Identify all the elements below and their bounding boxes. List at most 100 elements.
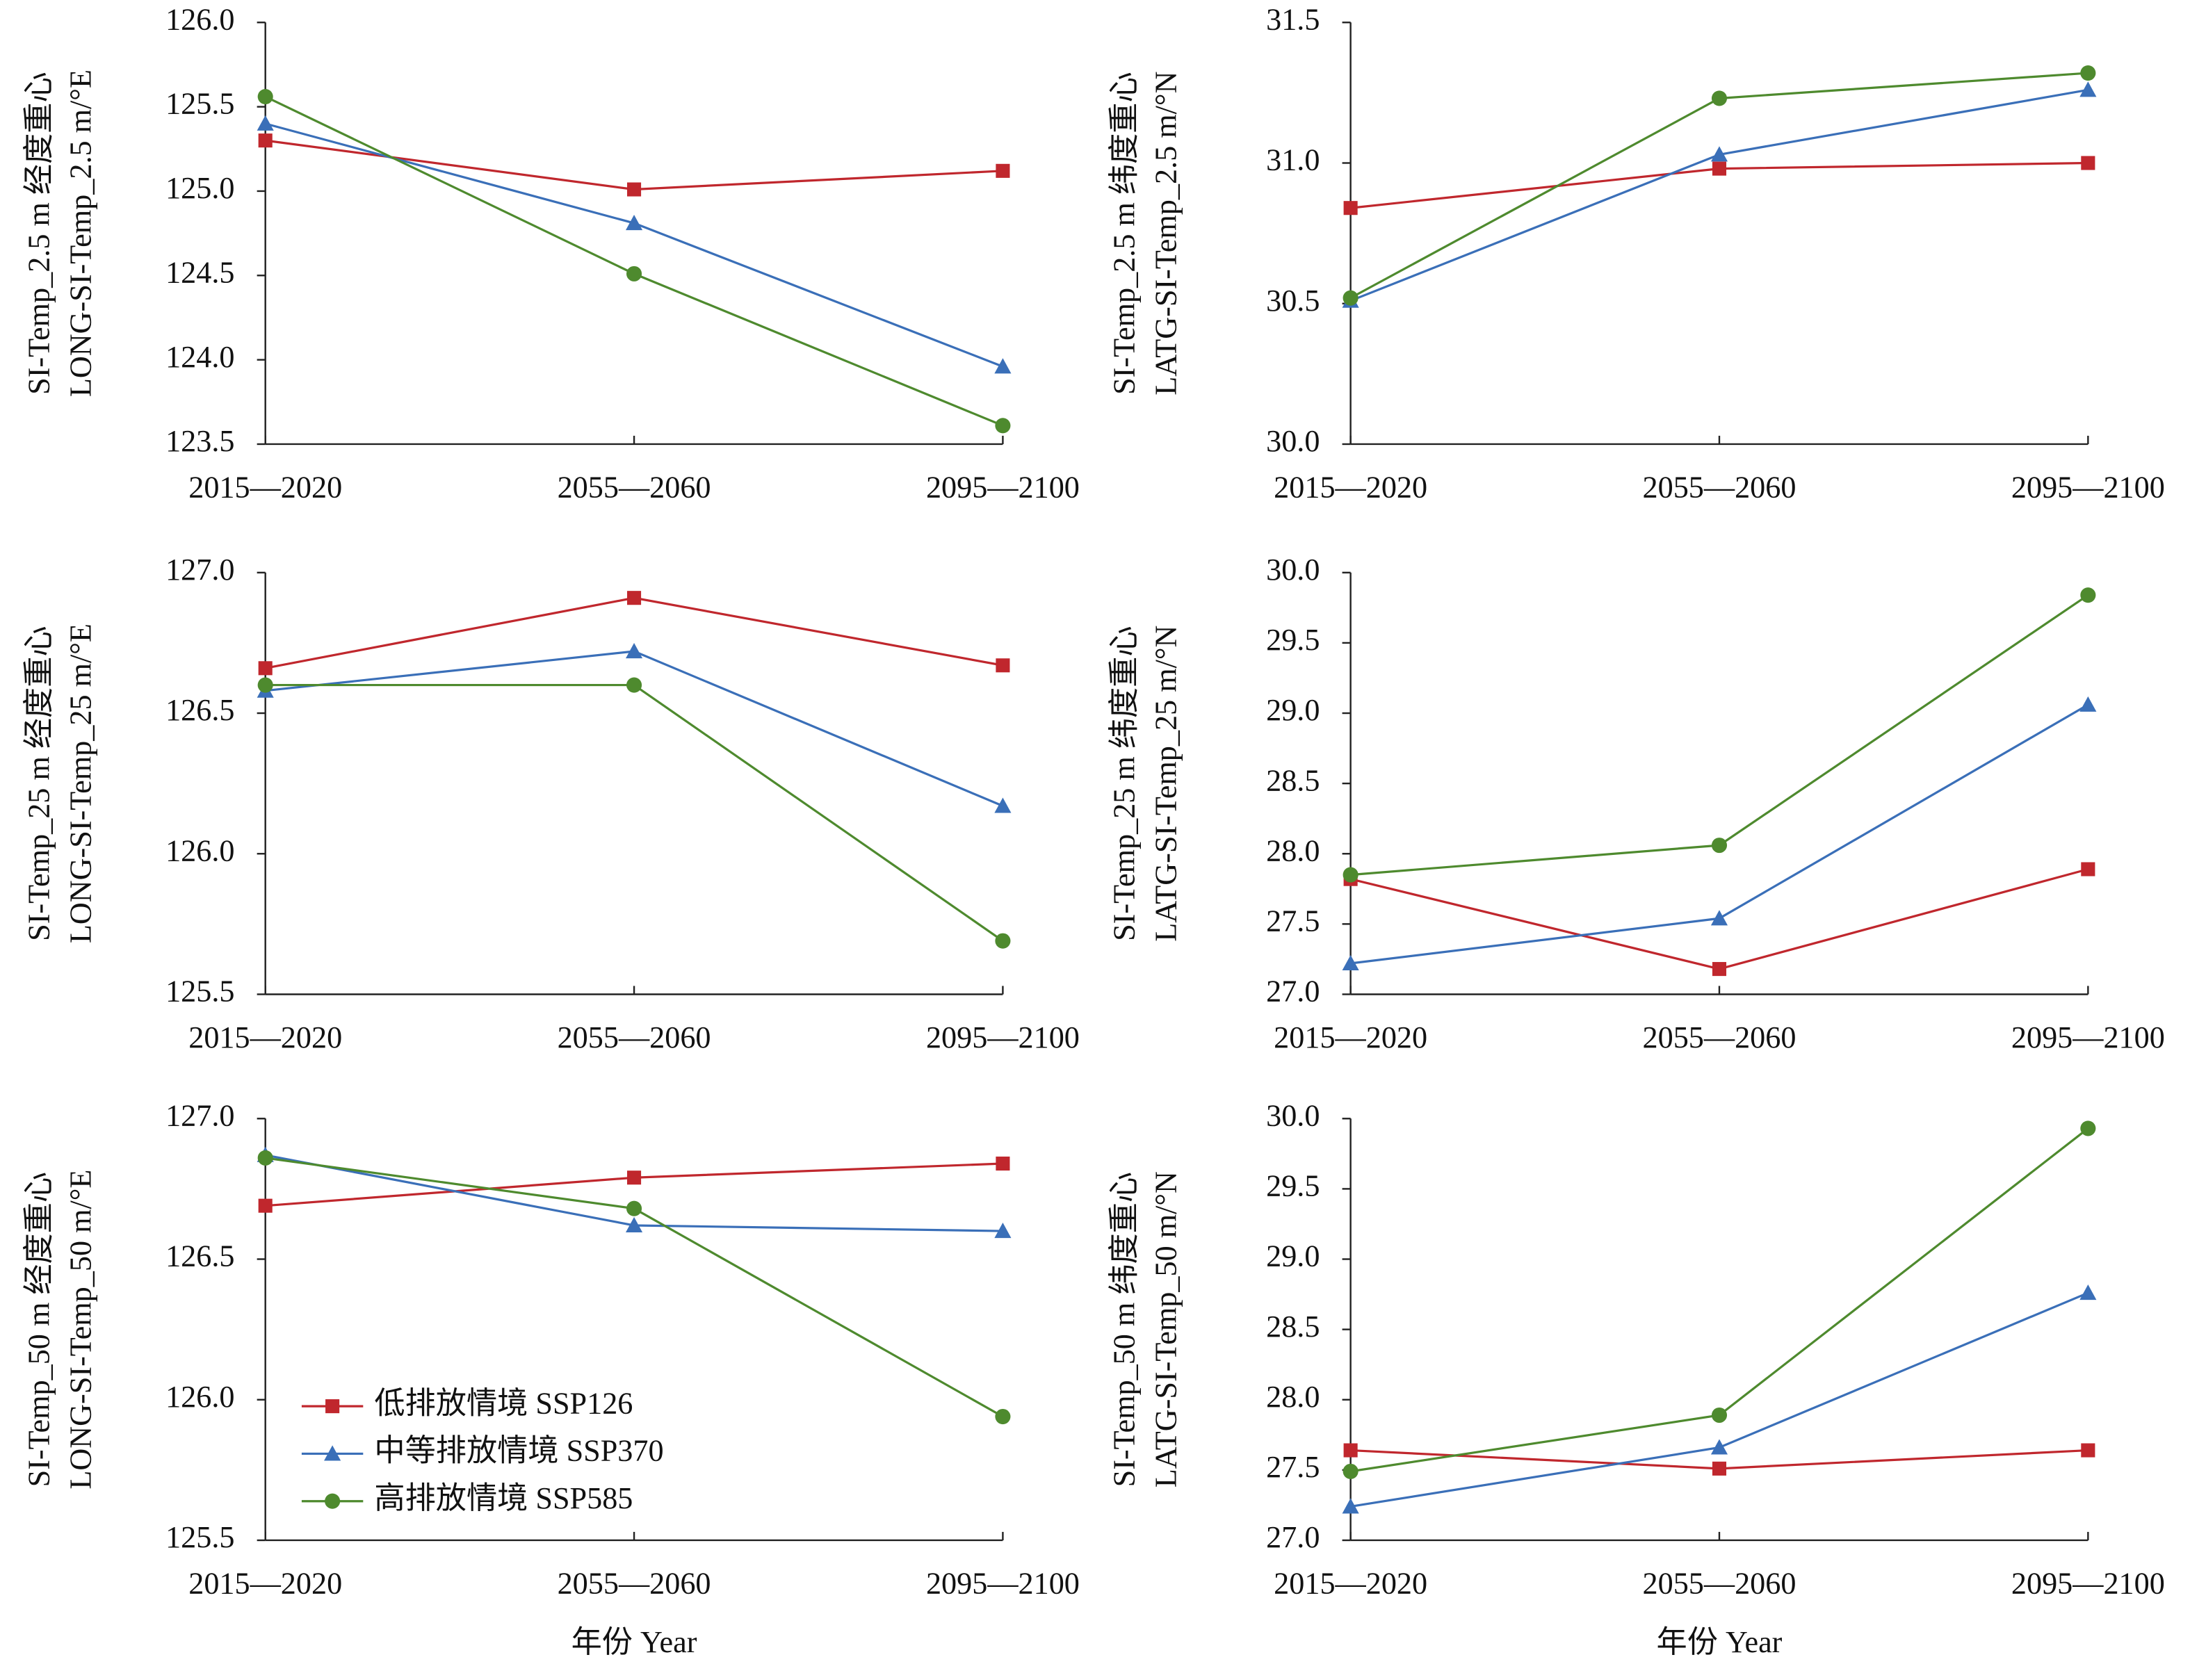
marker-circle <box>1343 290 1358 306</box>
marker-triangle <box>2079 696 2097 712</box>
marker-square <box>325 1399 340 1414</box>
marker-circle <box>1343 867 1358 883</box>
x-axis-label: 年份 Year <box>571 1625 697 1659</box>
marker-circle <box>1343 1463 1358 1479</box>
x-tick-label: 2055—2060 <box>558 1566 711 1600</box>
legend-label: 低排放情境 SSP126 <box>374 1386 633 1420</box>
y-axis-label: LATG-SI-Temp_50 m/°N <box>1149 1171 1183 1487</box>
marker-square <box>258 133 273 148</box>
series-line <box>265 683 1004 942</box>
marker-circle <box>2080 65 2096 81</box>
marker-circle <box>995 1408 1011 1425</box>
y-axis-label: SI-Temp_50 m 经度重心 <box>22 1172 56 1487</box>
y-tick-label: 27.5 <box>1266 904 1320 938</box>
x-tick-label: 2015—2020 <box>1274 470 1427 504</box>
marker-square <box>2081 1443 2095 1458</box>
marker-circle <box>626 677 642 693</box>
y-axis-label: SI-Temp_25 m 经度重心 <box>22 626 56 940</box>
marker-square <box>2081 156 2095 170</box>
x-tick-label: 2055—2060 <box>1643 1020 1796 1054</box>
marker-triangle <box>626 215 643 231</box>
x-tick-label: 2095—2100 <box>926 470 1080 504</box>
legend-label: 中等排放情境 SSP370 <box>374 1434 663 1468</box>
y-tick-label: 126.0 <box>165 2 234 36</box>
legend-label: 高排放情境 SSP585 <box>374 1481 633 1515</box>
marker-circle <box>325 1493 341 1509</box>
x-tick-label: 2055—2060 <box>558 1020 711 1054</box>
series-line <box>1350 594 2089 876</box>
marker-square <box>1343 201 1358 215</box>
y-axis-label: LATG-SI-Temp_25 m/°N <box>1149 626 1183 942</box>
x-tick-label: 2055—2060 <box>1643 1566 1796 1600</box>
marker-circle <box>2080 587 2096 603</box>
marker-triangle <box>994 797 1012 813</box>
y-tick-label: 29.5 <box>1266 623 1320 657</box>
marker-triangle <box>324 1445 341 1461</box>
marker-triangle <box>994 358 1012 374</box>
marker-triangle <box>1710 910 1728 926</box>
marker-triangle <box>1710 146 1728 162</box>
y-axis-label: SI-Temp_25 m 纬度重心 <box>1107 626 1141 940</box>
marker-triangle <box>994 1223 1012 1239</box>
marker-square <box>627 182 642 197</box>
marker-square <box>996 1156 1010 1171</box>
marker-square <box>2081 862 2095 876</box>
marker-square <box>1343 1443 1358 1458</box>
series-line <box>265 1162 1003 1207</box>
y-tick-label: 30.5 <box>1266 284 1320 318</box>
y-tick-label: 125.0 <box>165 171 234 205</box>
y-tick-label: 126.0 <box>165 1380 234 1414</box>
series-line <box>265 650 1004 807</box>
marker-square <box>996 658 1010 673</box>
marker-square <box>258 661 273 676</box>
marker-circle <box>257 89 273 105</box>
marker-square <box>1712 161 1727 176</box>
x-tick-label: 2095—2100 <box>926 1566 1080 1600</box>
marker-circle <box>995 418 1011 434</box>
y-tick-label: 28.5 <box>1266 1310 1320 1344</box>
y-tick-label: 125.5 <box>165 974 234 1009</box>
x-tick-label: 2015—2020 <box>1274 1020 1427 1054</box>
marker-square <box>1712 962 1727 977</box>
y-tick-label: 31.0 <box>1266 143 1320 177</box>
y-tick-label: 29.5 <box>1266 1169 1320 1203</box>
marker-circle <box>257 1150 273 1166</box>
marker-square <box>1712 1461 1727 1476</box>
y-axis-label: LONG-SI-Temp_2.5 m/°E <box>64 70 98 397</box>
x-tick-label: 2015—2020 <box>1274 1566 1427 1600</box>
x-tick-label: 2095—2100 <box>2011 1020 2165 1054</box>
marker-triangle <box>1342 1498 1359 1514</box>
marker-square <box>258 1198 273 1213</box>
marker-circle <box>257 677 273 693</box>
marker-circle <box>1711 90 1728 106</box>
y-tick-label: 127.0 <box>165 553 234 587</box>
x-tick-label: 2095—2100 <box>926 1020 1080 1054</box>
x-tick-label: 2015—2020 <box>188 1020 342 1054</box>
y-tick-label: 30.0 <box>1266 553 1320 587</box>
y-tick-label: 123.5 <box>165 424 234 458</box>
x-tick-label: 2015—2020 <box>188 470 342 504</box>
marker-circle <box>1711 1407 1728 1424</box>
y-tick-label: 127.0 <box>165 1098 234 1132</box>
y-tick-label: 29.0 <box>1266 693 1320 727</box>
marker-triangle <box>626 1216 643 1233</box>
x-tick-label: 2055—2060 <box>558 470 711 504</box>
y-tick-label: 31.5 <box>1266 2 1320 36</box>
marker-triangle <box>1710 1439 1728 1455</box>
series-line <box>1349 72 2088 300</box>
y-axis-label: SI-Temp_2.5 m 纬度重心 <box>1107 72 1141 395</box>
marker-square <box>996 163 1010 178</box>
marker-circle <box>1711 838 1728 854</box>
x-axis-label: 年份 Year <box>1657 1625 1783 1659</box>
marker-square <box>627 591 642 605</box>
marker-circle <box>626 1200 642 1216</box>
marker-circle <box>995 933 1011 949</box>
y-tick-label: 125.5 <box>165 87 234 121</box>
y-tick-label: 125.5 <box>165 1520 234 1554</box>
y-tick-label: 124.5 <box>165 255 234 289</box>
x-tick-label: 2095—2100 <box>2011 1566 2165 1600</box>
y-axis-label: LATG-SI-Temp_2.5 m/°N <box>1149 72 1183 395</box>
y-tick-label: 28.0 <box>1266 833 1320 867</box>
y-tick-label: 27.0 <box>1266 974 1320 1009</box>
y-tick-label: 124.0 <box>165 340 234 374</box>
